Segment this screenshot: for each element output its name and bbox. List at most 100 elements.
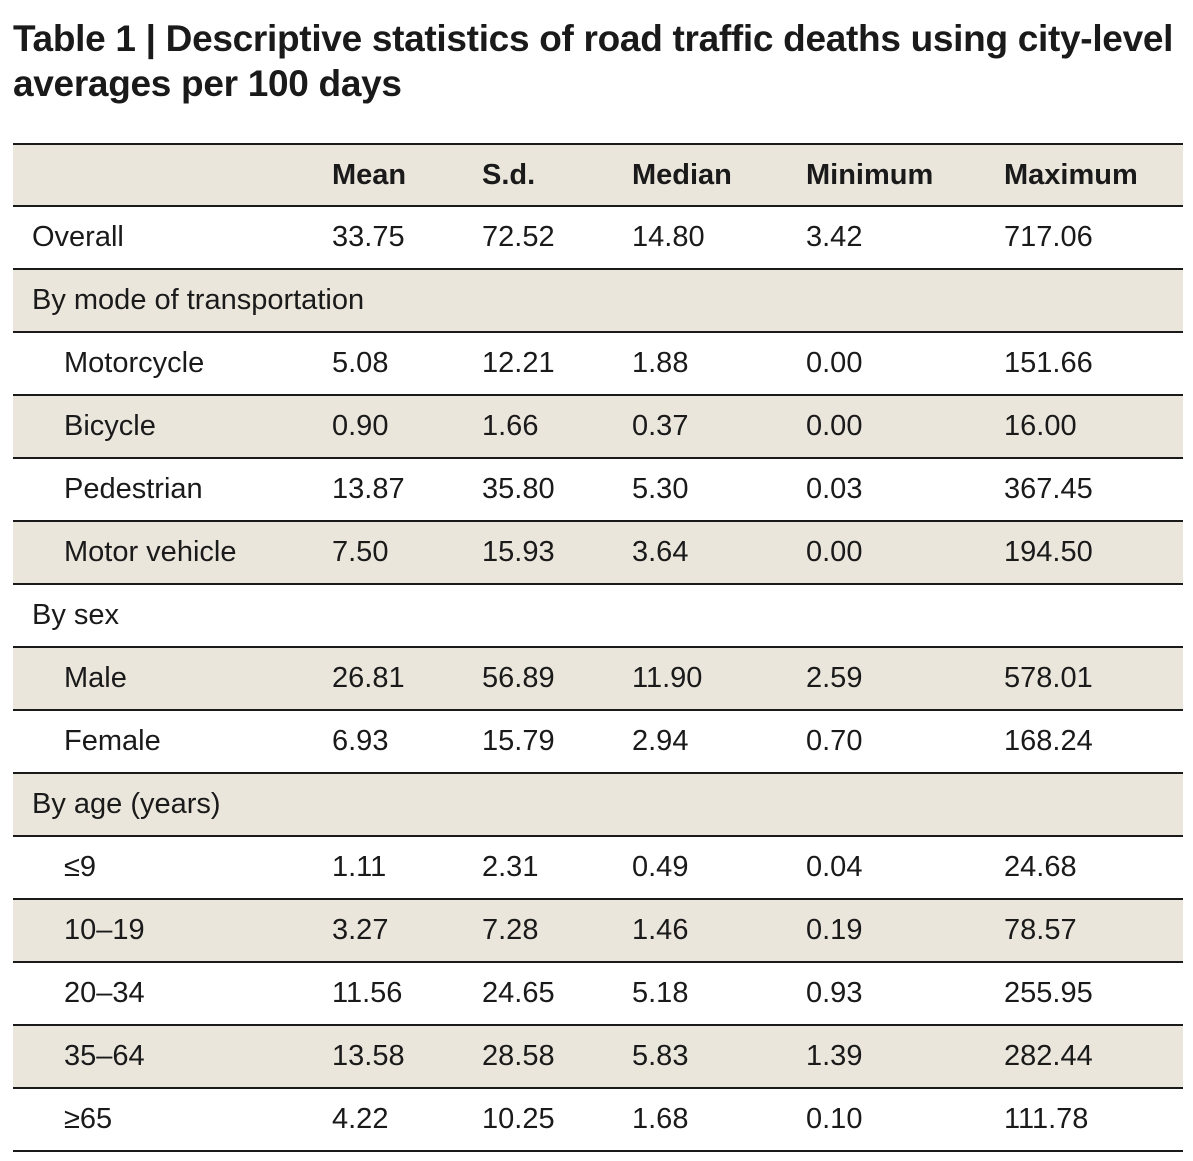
cell-minimum [792, 269, 990, 332]
table-row: Motorcycle 5.08 12.21 1.88 0.00 151.66 [13, 332, 1183, 395]
cell-median: 2.94 [632, 725, 689, 757]
row-label: Pedestrian [64, 473, 203, 505]
table-row: Motor vehicle 7.50 15.93 3.64 0.00 194.5… [13, 521, 1183, 584]
cell-sd [468, 584, 618, 647]
cell-mean: 13.87 [332, 473, 405, 505]
cell-median: 1.68 [632, 1103, 689, 1135]
cell-mean: 5.08 [332, 347, 389, 379]
cell-maximum: 78.57 [1004, 914, 1077, 946]
table-row: Bicycle 0.90 1.66 0.37 0.00 16.00 [13, 395, 1183, 458]
row-label: 20–34 [64, 977, 145, 1009]
header-cell-maximum: Maximum [1004, 158, 1138, 191]
table-row: 10–19 3.27 7.28 1.46 0.19 78.57 [13, 899, 1183, 962]
cell-mean: 13.58 [332, 1040, 405, 1072]
cell-sd: 56.89 [482, 662, 555, 694]
cell-sd: 7.28 [482, 914, 539, 946]
cell-sd: 28.58 [482, 1040, 555, 1072]
table-row: ≥65 4.22 10.25 1.68 0.10 111.78 [13, 1088, 1183, 1151]
cell-maximum: 367.45 [1004, 473, 1093, 505]
cell-mean [318, 773, 468, 836]
row-label: ≥65 [64, 1103, 113, 1135]
cell-mean: 6.93 [332, 725, 389, 757]
cell-median: 1.88 [632, 347, 689, 379]
cell-mean: 3.27 [332, 914, 389, 946]
cell-median [618, 584, 792, 647]
cell-sd: 15.93 [482, 536, 555, 568]
cell-median: 5.83 [632, 1040, 689, 1072]
row-label: Motorcycle [64, 347, 205, 379]
cell-minimum: 1.39 [806, 1040, 863, 1072]
cell-minimum: 0.19 [806, 914, 863, 946]
cell-median [618, 269, 792, 332]
header-cell-sd: S.d. [482, 158, 536, 191]
table-header-row: Mean S.d. Median Minimum Maximum [13, 144, 1183, 206]
cell-mean: 4.22 [332, 1103, 389, 1135]
cell-maximum: 151.66 [1004, 347, 1093, 379]
cell-mean [318, 584, 468, 647]
header-cell-median: Median [632, 158, 732, 191]
cell-mean: 7.50 [332, 536, 389, 568]
row-label: 10–19 [64, 914, 145, 946]
cell-sd: 1.66 [482, 410, 539, 442]
cell-median: 3.64 [632, 536, 689, 568]
cell-sd [468, 773, 618, 836]
cell-median [618, 773, 792, 836]
table-row: 20–34 11.56 24.65 5.18 0.93 255.95 [13, 962, 1183, 1025]
cell-median: 11.90 [632, 662, 703, 694]
section-label: By mode of transportation [32, 284, 365, 316]
cell-maximum: 717.06 [1004, 221, 1093, 253]
cell-minimum: 0.00 [806, 536, 863, 568]
row-label: ≤9 [64, 851, 97, 883]
cell-sd: 15.79 [482, 725, 555, 757]
header-cell-label [13, 144, 318, 206]
header-cell-mean: Mean [332, 158, 407, 191]
section-label: By sex [32, 599, 120, 631]
cell-maximum [990, 584, 1183, 647]
cell-sd: 72.52 [482, 221, 555, 253]
cell-median: 5.30 [632, 473, 689, 505]
row-label: Motor vehicle [64, 536, 237, 568]
cell-median: 0.37 [632, 410, 689, 442]
cell-mean: 26.81 [332, 662, 405, 694]
cell-median: 14.80 [632, 221, 705, 253]
row-label: Male [64, 662, 127, 694]
section-row: By age (years) [13, 773, 1183, 836]
cell-maximum: 24.68 [1004, 851, 1077, 883]
cell-maximum: 282.44 [1004, 1040, 1093, 1072]
section-row: By mode of transportation [13, 269, 1183, 332]
cell-maximum: 111.78 [1004, 1103, 1089, 1135]
cell-maximum: 578.01 [1004, 662, 1093, 694]
cell-sd: 10.25 [482, 1103, 555, 1135]
header-cell-minimum: Minimum [806, 158, 934, 191]
table-title: Table 1 | Descriptive statistics of road… [13, 18, 1174, 104]
cell-maximum: 16.00 [1004, 410, 1077, 442]
cell-minimum: 0.93 [806, 977, 863, 1009]
cell-minimum: 0.00 [806, 410, 863, 442]
cell-sd: 24.65 [482, 977, 555, 1009]
cell-minimum: 3.42 [806, 221, 863, 253]
cell-sd: 35.80 [482, 473, 555, 505]
cell-maximum [990, 773, 1183, 836]
cell-mean: 1.11 [332, 851, 387, 883]
statistics-table: Mean S.d. Median Minimum Maximum Overall… [13, 143, 1183, 1152]
cell-maximum [990, 269, 1183, 332]
cell-maximum: 194.50 [1004, 536, 1093, 568]
row-label: 35–64 [64, 1040, 145, 1072]
cell-sd: 2.31 [482, 851, 539, 883]
section-label: By age (years) [32, 788, 221, 820]
row-label: Overall [32, 221, 124, 253]
cell-median: 0.49 [632, 851, 689, 883]
cell-minimum: 0.70 [806, 725, 863, 757]
cell-median: 1.46 [632, 914, 689, 946]
cell-minimum [792, 773, 990, 836]
cell-minimum: 0.04 [806, 851, 863, 883]
cell-maximum: 255.95 [1004, 977, 1093, 1009]
cell-minimum: 0.03 [806, 473, 863, 505]
row-label: Female [64, 725, 161, 757]
table-row: Male 26.81 56.89 11.90 2.59 578.01 [13, 647, 1183, 710]
table-row: Overall 33.75 72.52 14.80 3.42 717.06 [13, 206, 1183, 269]
cell-sd: 12.21 [482, 347, 555, 379]
cell-minimum: 0.00 [806, 347, 863, 379]
cell-mean: 33.75 [332, 221, 405, 253]
cell-sd [468, 269, 618, 332]
